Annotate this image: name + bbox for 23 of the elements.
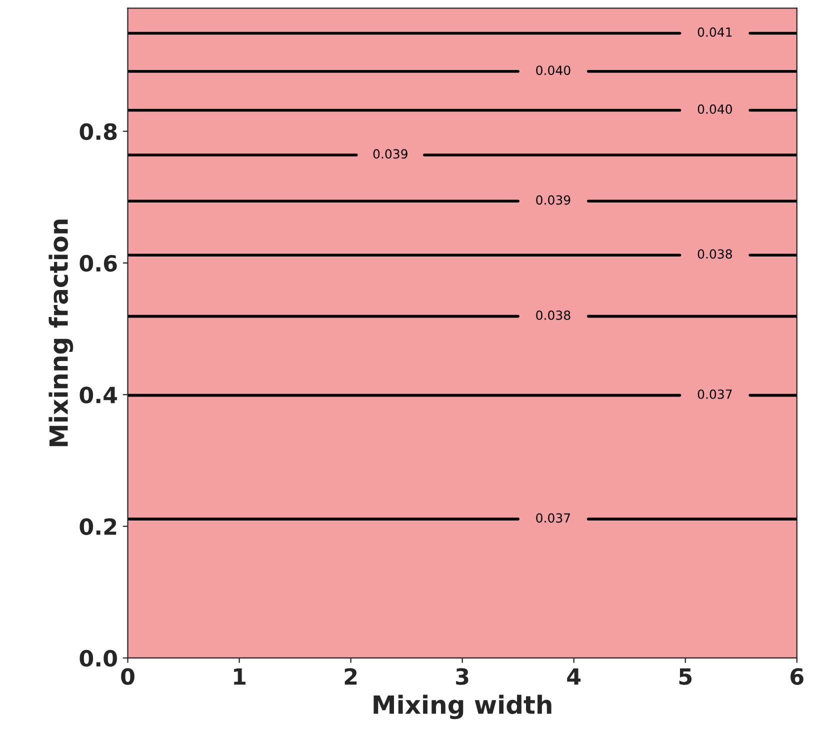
y-tick-label: 0.0 [80,650,117,667]
y-tick-label: 0.2 [80,518,116,536]
x-tick-label: 5 [679,668,692,685]
series-label: 0.039 [536,195,570,205]
series-label: 0.040 [698,104,732,114]
series-label: 0.038 [536,310,570,320]
x-tick-label: 6 [790,668,804,685]
x-tick-label: 2 [344,668,357,685]
x-tick-label: 0 [121,668,134,685]
x-tick-label: 3 [456,668,468,685]
y-axis-title: Mixinng fraction [48,220,74,446]
series-label: 0.041 [698,27,732,37]
x-tick-label: 4 [567,668,581,685]
y-tick-label: 0.8 [80,123,117,140]
series-label: 0.037 [698,389,732,399]
series-label: 0.037 [536,513,570,523]
x-axis-title: Mixing width [374,694,552,720]
y-tick-label: 0.4 [80,386,118,404]
series-label: 0.039 [373,149,408,159]
y-tick-label: 0.6 [80,254,117,272]
series-label: 0.040 [536,66,570,76]
series-label: 0.038 [698,249,732,259]
x-tick-label: 1 [234,668,246,685]
